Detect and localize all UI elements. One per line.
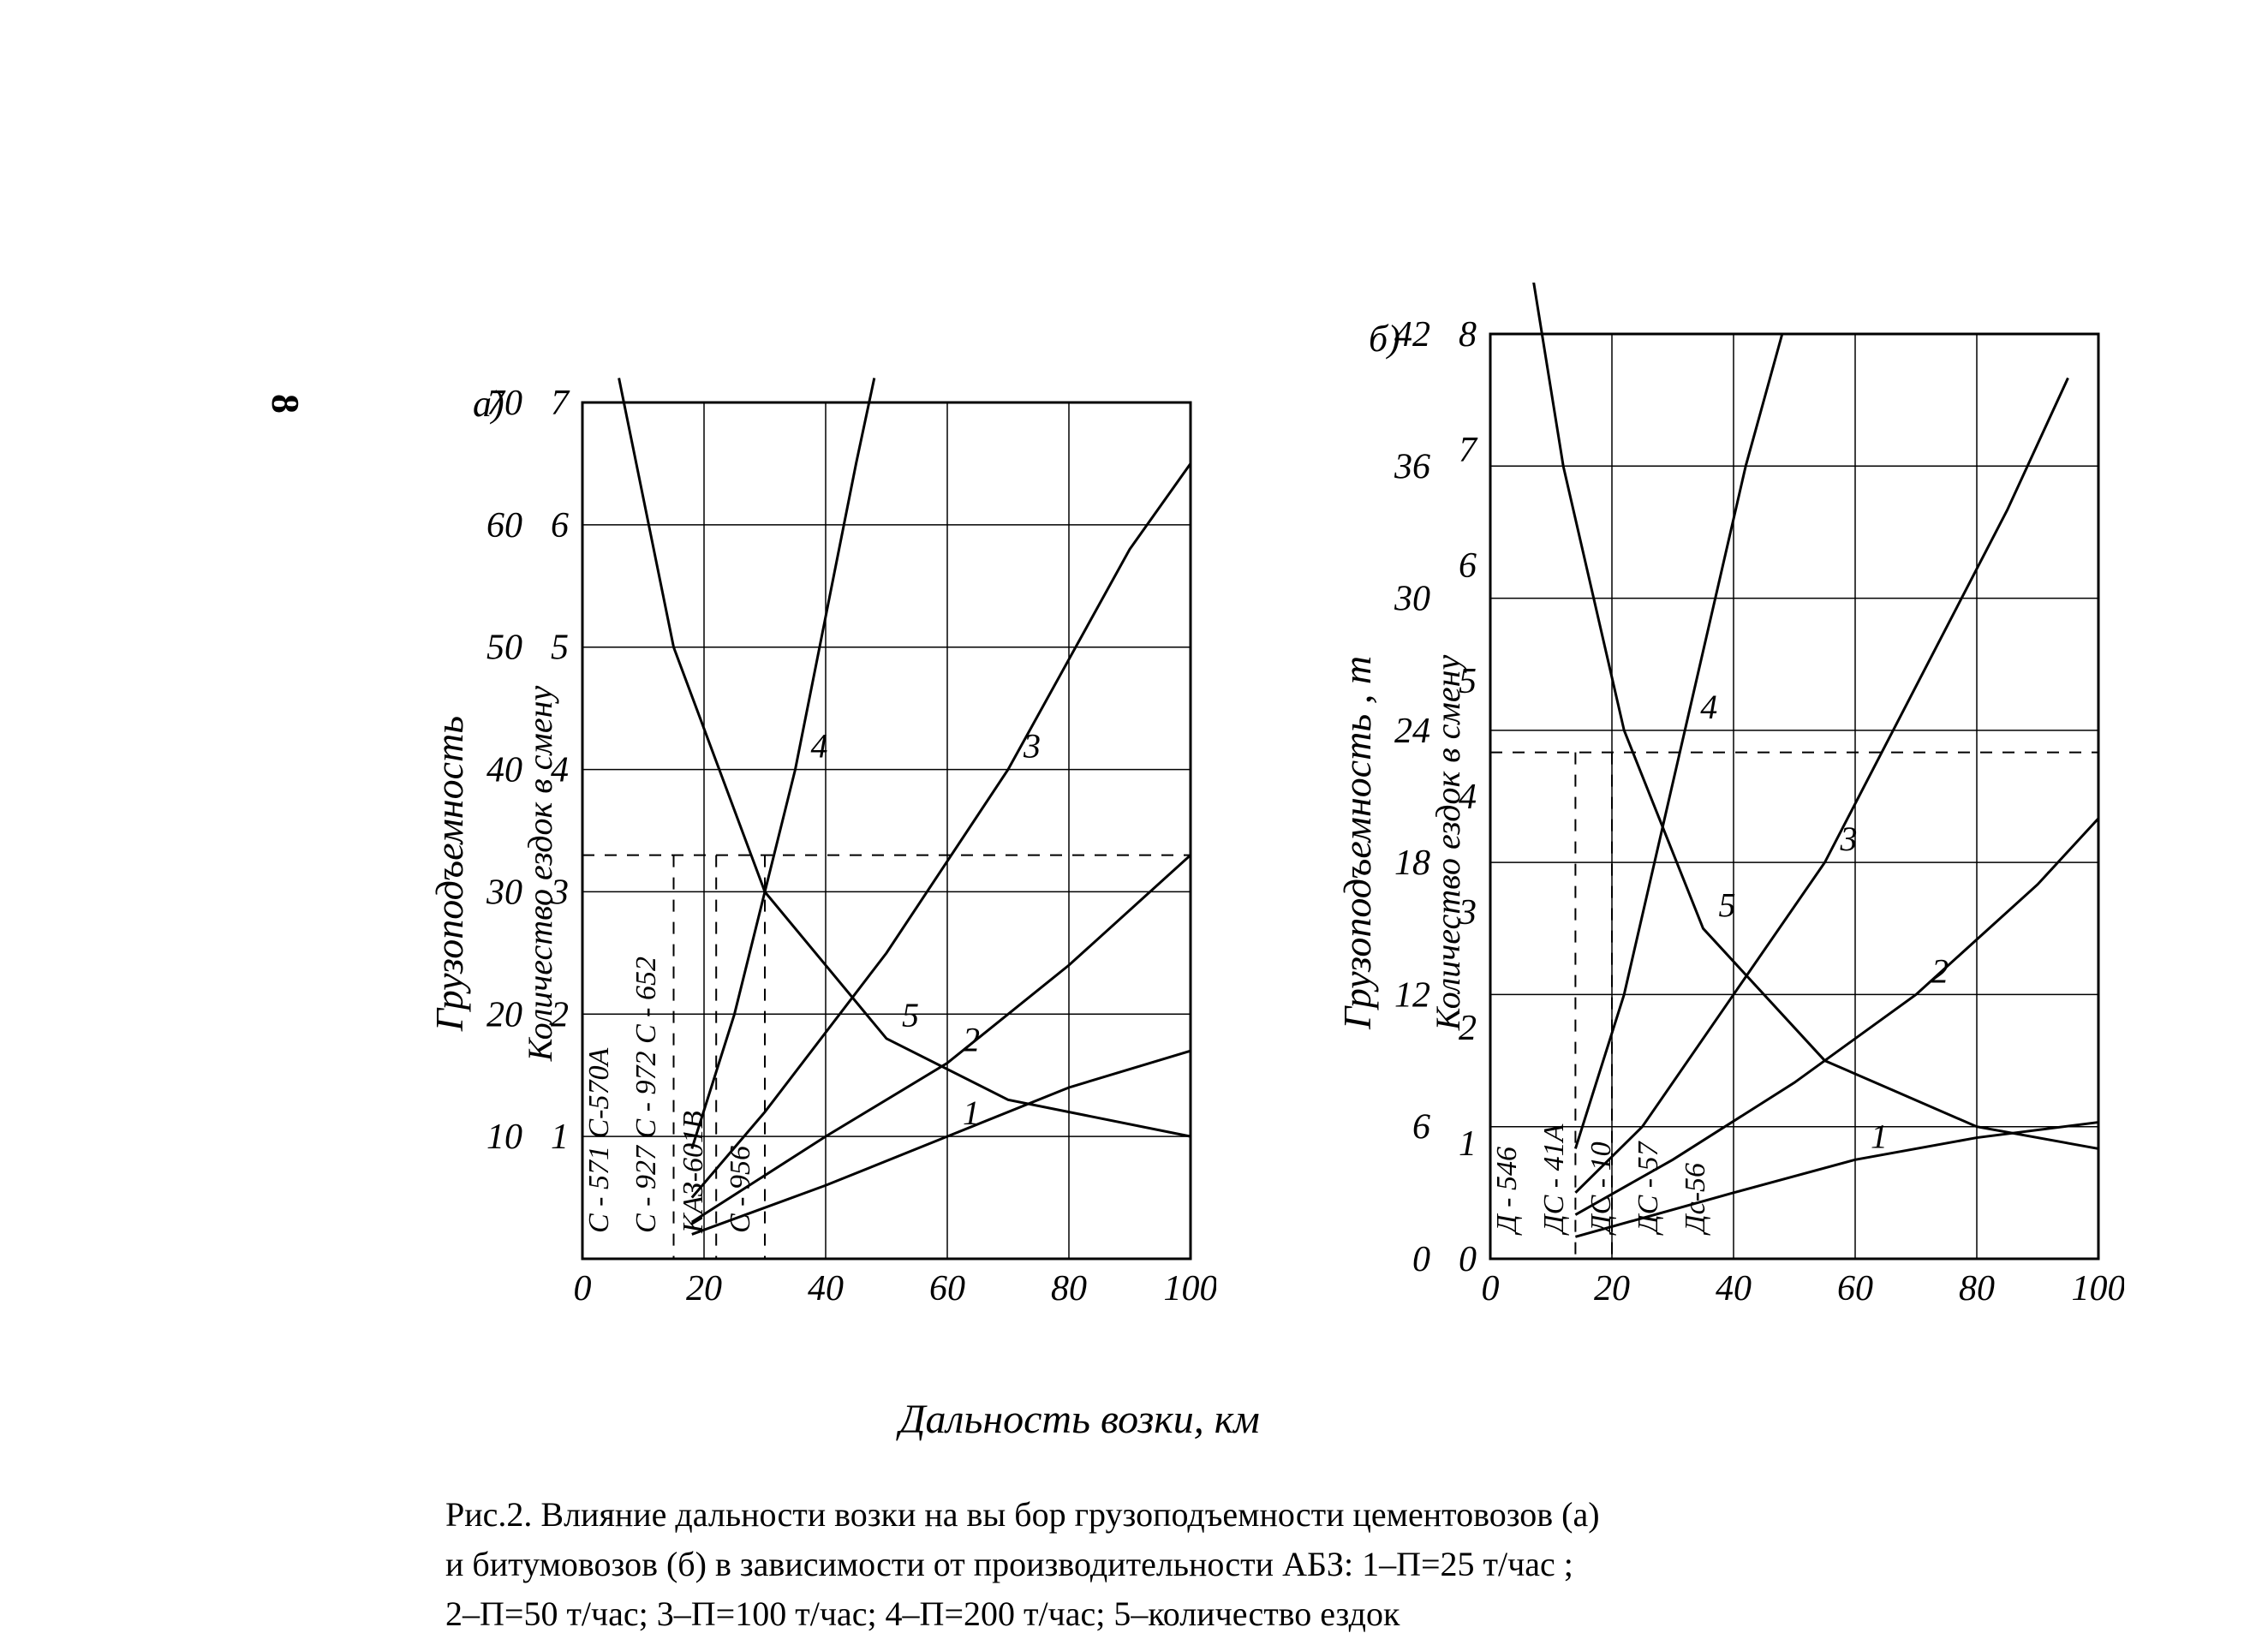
page: 8 а) 020406080100102030405060701234567Гр… — [0, 0, 2268, 1636]
svg-text:60: 60 — [1837, 1269, 1873, 1308]
svg-text:20: 20 — [486, 995, 522, 1034]
panel-b: б) 02040608010006121824303642012345678Гр… — [1268, 283, 2124, 1327]
svg-text:5: 5 — [1719, 885, 1736, 924]
svg-text:3: 3 — [1023, 727, 1041, 766]
svg-text:20: 20 — [1594, 1269, 1630, 1308]
svg-text:1: 1 — [1871, 1117, 1888, 1155]
svg-text:18: 18 — [1394, 843, 1430, 883]
svg-text:60: 60 — [486, 506, 522, 545]
svg-text:80: 80 — [1051, 1269, 1087, 1308]
svg-text:30: 30 — [486, 873, 522, 912]
svg-text:ДС - 57: ДС - 57 — [1632, 1140, 1664, 1236]
svg-text:ДС - 10: ДС - 10 — [1585, 1141, 1617, 1236]
svg-text:0: 0 — [574, 1269, 592, 1308]
svg-text:С - 927 С - 972 С - 652: С - 927 С - 972 С - 652 — [630, 957, 662, 1233]
svg-text:2: 2 — [963, 1020, 980, 1058]
svg-text:С - 956: С - 956 — [725, 1146, 756, 1233]
svg-text:Грузоподъемность: Грузоподъемность — [427, 716, 471, 1032]
svg-text:4: 4 — [1700, 688, 1717, 726]
svg-text:100: 100 — [1164, 1269, 1217, 1308]
svg-text:6: 6 — [551, 506, 569, 545]
svg-text:40: 40 — [1716, 1269, 1752, 1308]
caption-line-3: 2–П=50 т/час; 3–П=100 т/час; 4–П=200 т/ч… — [445, 1594, 1400, 1633]
svg-text:3: 3 — [1840, 820, 1858, 858]
figure-caption: Рис.2. Влияние дальности возки на вы бор… — [445, 1490, 2004, 1639]
svg-text:0: 0 — [1459, 1240, 1477, 1279]
svg-text:60: 60 — [929, 1269, 965, 1308]
svg-text:40: 40 — [808, 1269, 844, 1308]
svg-text:12: 12 — [1394, 975, 1430, 1015]
panel-b-letter: б) — [1369, 317, 1400, 361]
svg-text:8: 8 — [1459, 315, 1477, 355]
charts-row: а) 020406080100102030405060701234567Груз… — [360, 283, 2158, 1327]
panel-a-svg: 020406080100102030405060701234567Грузопо… — [360, 368, 1216, 1327]
svg-text:7: 7 — [551, 384, 570, 423]
svg-text:80: 80 — [1959, 1269, 1995, 1308]
page-number: 8 — [263, 394, 308, 414]
svg-text:24: 24 — [1394, 712, 1430, 751]
svg-text:100: 100 — [2072, 1269, 2125, 1308]
svg-text:0: 0 — [1412, 1240, 1430, 1279]
svg-text:4: 4 — [811, 727, 828, 766]
panel-b-svg: 02040608010006121824303642012345678Грузо… — [1268, 283, 2124, 1327]
shared-x-axis-label: Дальность возки, км — [899, 1396, 1260, 1443]
svg-text:1: 1 — [551, 1118, 569, 1157]
panel-a-letter: а) — [473, 382, 504, 426]
svg-text:Дс-56: Дс-56 — [1680, 1163, 1711, 1236]
svg-text:0: 0 — [1482, 1269, 1500, 1308]
svg-text:30: 30 — [1394, 580, 1430, 619]
panel-a: а) 020406080100102030405060701234567Груз… — [360, 368, 1216, 1327]
svg-text:2: 2 — [1931, 951, 1949, 990]
svg-text:С - 571 С-570А: С - 571 С-570А — [583, 1048, 615, 1234]
caption-line-1: Рис.2. Влияние дальности возки на вы бор… — [445, 1495, 1600, 1534]
svg-text:6: 6 — [1412, 1108, 1430, 1147]
svg-text:5: 5 — [551, 629, 569, 668]
svg-text:1: 1 — [1459, 1124, 1477, 1164]
caption-line-2: и битумовозов (б) в зависимости от произ… — [445, 1545, 1573, 1583]
svg-text:5: 5 — [902, 996, 919, 1034]
svg-text:Д - 546: Д - 546 — [1491, 1147, 1523, 1236]
svg-text:50: 50 — [486, 629, 522, 668]
svg-text:7: 7 — [1459, 431, 1478, 470]
svg-text:10: 10 — [486, 1118, 522, 1157]
svg-text:36: 36 — [1394, 447, 1430, 486]
svg-text:Количество ездок в смену: Количество ездок в смену — [521, 685, 559, 1062]
svg-text:20: 20 — [686, 1269, 722, 1308]
svg-text:ДС - 41А: ДС - 41А — [1538, 1123, 1570, 1236]
svg-text:Грузоподъемность , т: Грузоподъемность , т — [1335, 656, 1379, 1030]
svg-text:6: 6 — [1459, 546, 1477, 586]
svg-text:40: 40 — [486, 751, 522, 790]
svg-text:1: 1 — [963, 1094, 980, 1132]
svg-text:КАЗ-601В: КАЗ-601В — [677, 1111, 709, 1234]
svg-text:Количество ездок в смену: Количество ездок в смену — [1429, 654, 1467, 1031]
